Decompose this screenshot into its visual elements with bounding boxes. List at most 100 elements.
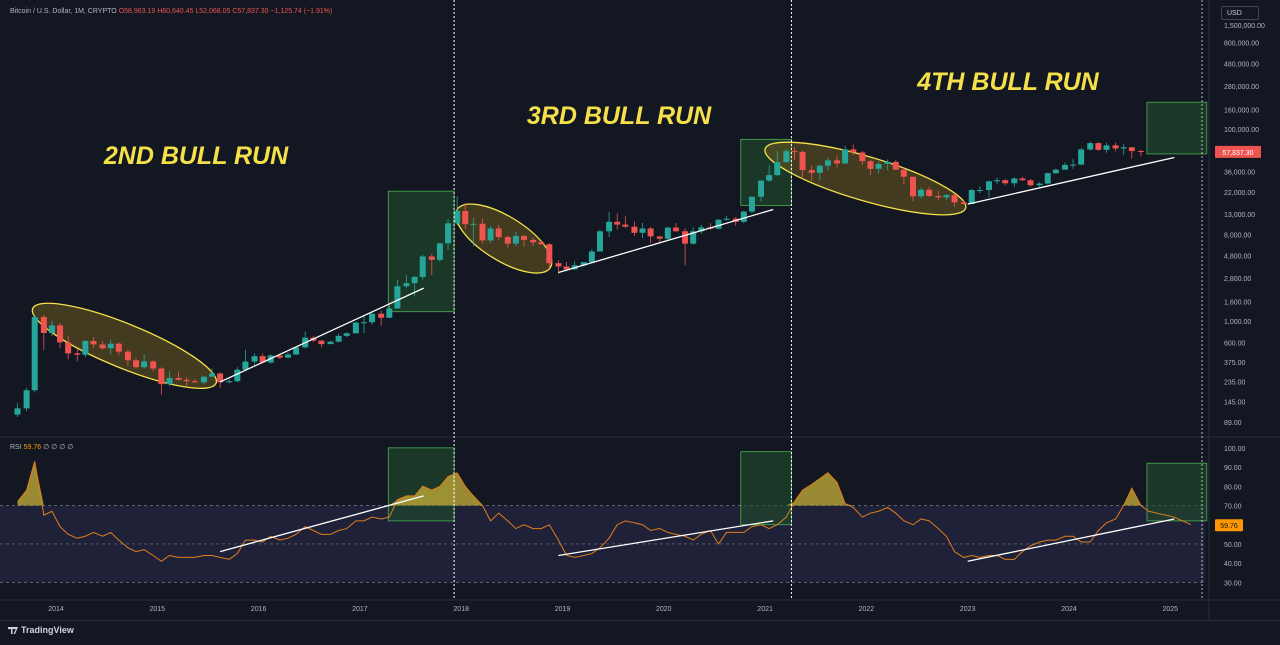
candle-body [74, 353, 81, 355]
candle-body [639, 228, 646, 233]
candle-body [1078, 149, 1085, 165]
candle-body [1027, 180, 1034, 186]
price-tick-label: 1,600.00 [1224, 299, 1251, 306]
price-tick-label: 145.00 [1224, 400, 1246, 407]
candle-body [479, 223, 486, 241]
candle-body [943, 195, 950, 198]
price-tick-label: 160,000.00 [1224, 107, 1259, 114]
candle-body [664, 227, 671, 239]
candle-body [824, 160, 831, 166]
candle-body [1103, 145, 1110, 150]
candle-body [209, 373, 216, 377]
brand[interactable]: TradingView [8, 625, 74, 635]
price-tick-label: 1,000.00 [1224, 319, 1251, 326]
tradingview-logo-icon [8, 627, 18, 634]
candle-body [150, 361, 157, 369]
candle-body [682, 231, 689, 244]
candle-body [242, 361, 249, 370]
candle-body [538, 242, 545, 245]
symbol-title: Bitcoin / U.S. Dollar, 1M, CRYPTO [10, 8, 117, 15]
candle-body [90, 340, 97, 345]
candle-body [352, 322, 359, 334]
rsi-tick-label: 90.00 [1224, 465, 1242, 472]
candle-body [23, 390, 30, 409]
candle-body [115, 343, 122, 352]
price-tick-label: 100,000.00 [1224, 127, 1259, 134]
price-tick-label: 36,000.00 [1224, 170, 1255, 177]
candle-body [327, 341, 334, 345]
candle-body [1120, 147, 1127, 149]
candle-body [419, 256, 426, 277]
candle-body [1087, 143, 1094, 150]
x-tick-label: 2017 [352, 606, 368, 613]
candle-body [606, 221, 613, 232]
price-highlight-box-3 [1146, 101, 1208, 155]
candle-body [31, 317, 38, 391]
candle-body [487, 228, 494, 241]
candle-body [783, 151, 790, 163]
candle-body [335, 335, 342, 342]
rsi-current-badge [1215, 519, 1243, 532]
candle-body [1011, 178, 1018, 184]
price-tick-label: 4,800.00 [1224, 254, 1251, 261]
rsi-label: RSI [10, 444, 22, 451]
candle-body [360, 322, 367, 324]
candle-body [1128, 147, 1135, 152]
candle-body [107, 343, 114, 349]
price-tick-label: 1,500,000.00 [1224, 23, 1265, 30]
annotation-label-1: 2ND BULL RUN [103, 142, 289, 170]
candle-body [816, 165, 823, 173]
candle-body [226, 381, 233, 383]
rsi-current-label: 59.76 [1220, 523, 1238, 530]
candle-body [394, 286, 401, 309]
candle-body [276, 355, 283, 358]
annotation-label-3: 4TH BULL RUN [916, 68, 1099, 96]
candle-body [1070, 164, 1077, 166]
price-tick-label: 22,000.00 [1224, 190, 1255, 197]
candle-body [124, 351, 131, 361]
x-tick-label: 2024 [1061, 606, 1077, 613]
candle-body [774, 162, 781, 176]
candle-body [411, 276, 418, 284]
candle-body [900, 169, 907, 177]
candle-body [251, 356, 258, 362]
candle-body [985, 181, 992, 191]
candle-body [867, 161, 874, 169]
candle-body [82, 340, 89, 355]
candle-body [631, 226, 638, 233]
candle-body [530, 239, 537, 243]
candle-body [892, 161, 899, 170]
price-tick-label: 375.00 [1224, 360, 1246, 367]
candle-body [1061, 164, 1068, 170]
candle-body [1019, 178, 1026, 181]
highlight-ellipse-1 [31, 302, 218, 390]
candle-body [960, 202, 967, 204]
candle-body [65, 342, 72, 354]
price-tick-label: 2,800.00 [1224, 276, 1251, 283]
candle-body [909, 176, 916, 197]
currency-selector[interactable]: USD [1221, 6, 1259, 20]
x-tick-label: 2022 [859, 606, 875, 613]
rsi-tick-label: 80.00 [1224, 484, 1242, 491]
rsi-highlight-box-2 [740, 451, 792, 526]
candle-body [48, 325, 55, 333]
x-tick-label: 2021 [757, 606, 773, 613]
candle-body [1112, 145, 1119, 149]
candle-body [343, 333, 350, 336]
candle-body [454, 210, 461, 224]
candle-body [166, 377, 173, 385]
price-tick-label: 600.00 [1224, 340, 1246, 347]
candle-body [994, 180, 1001, 182]
x-tick-label: 2020 [656, 606, 672, 613]
candle-body [259, 356, 266, 363]
candle-body [740, 211, 747, 222]
candle-body [842, 149, 849, 164]
candle-body [158, 368, 165, 385]
rsi-tick-label: 70.00 [1224, 504, 1242, 511]
candle-body [293, 347, 300, 355]
symbol-header: Bitcoin / U.S. Dollar, 1M, CRYPTO O58,96… [10, 8, 332, 15]
candle-body [884, 161, 891, 164]
candle-body [133, 360, 140, 368]
candle-body [799, 151, 806, 171]
